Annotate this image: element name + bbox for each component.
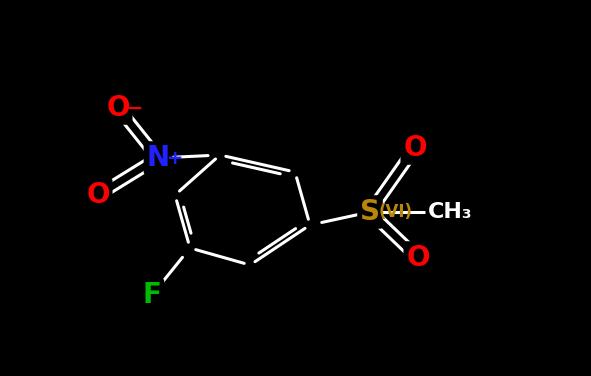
Text: +: + <box>167 149 183 168</box>
Text: N: N <box>147 144 170 172</box>
Text: S: S <box>360 198 380 226</box>
Text: F: F <box>142 281 161 309</box>
Text: CH₃: CH₃ <box>428 202 472 222</box>
Text: −: − <box>127 99 144 118</box>
Text: O: O <box>406 244 430 272</box>
Text: O: O <box>403 134 427 162</box>
Text: (VI): (VI) <box>379 203 413 221</box>
Text: O: O <box>106 94 130 122</box>
Text: O: O <box>86 181 110 209</box>
